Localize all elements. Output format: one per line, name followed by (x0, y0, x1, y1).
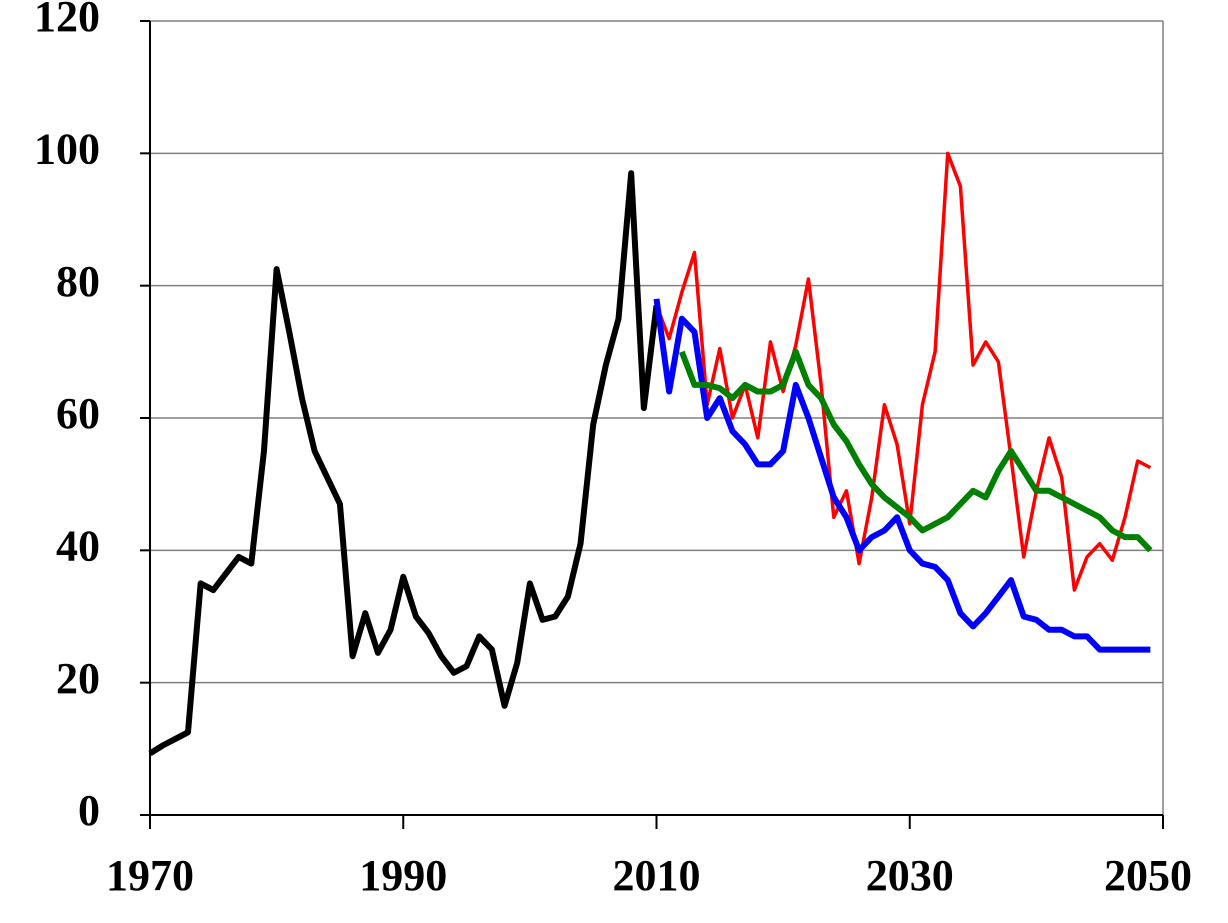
series-line (653, 298, 1151, 653)
y-tick-label: 40 (56, 521, 100, 570)
series-line (654, 151, 1152, 592)
x-tick-label: 2030 (866, 851, 954, 900)
y-tick-label: 0 (78, 786, 100, 835)
x-tick-label: 2010 (613, 851, 701, 900)
x-tick-label: 2050 (1104, 851, 1192, 900)
series-line (679, 348, 1153, 553)
x-tick-label: 1990 (359, 851, 447, 900)
series-line (148, 170, 660, 757)
y-tick-label: 60 (56, 389, 100, 438)
y-tick-label: 100 (34, 124, 100, 173)
y-tick-label: 120 (34, 0, 100, 41)
y-tick-label: 80 (56, 257, 100, 306)
y-tick-label: 20 (56, 654, 100, 703)
x-tick-label: 1970 (106, 851, 194, 900)
